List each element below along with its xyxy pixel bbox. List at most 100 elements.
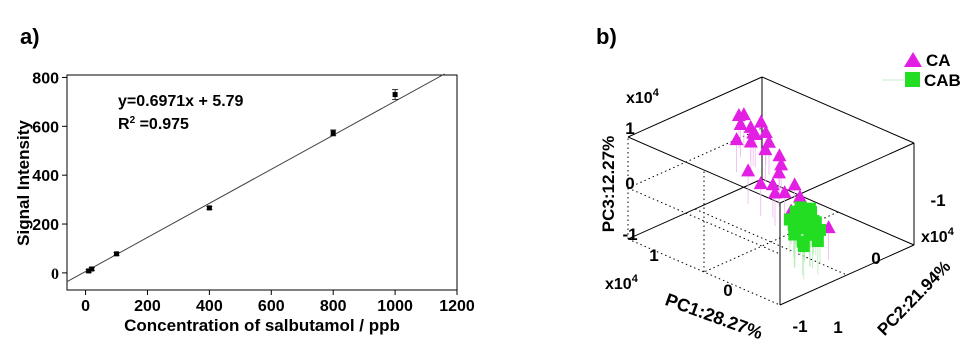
point-marker (89, 266, 95, 272)
r-squared-prefix: R (118, 116, 130, 133)
y-tick-label: 600 (32, 119, 59, 136)
box-edge (779, 142, 915, 204)
pc1-ticks: 1 0 -1 (649, 246, 807, 336)
x-tick-label: 1000 (377, 298, 413, 315)
legend-item-ca: CA (904, 51, 951, 70)
r-squared-label: R2 =0.975 (118, 115, 189, 133)
r-squared-sup: 2 (130, 115, 136, 126)
pc1-scale-exp: 4 (632, 273, 639, 285)
legend: CA CAB (882, 51, 961, 90)
calibration-chart: 0 200 400 600 800 0 200 400 600 800 1000 1200 y=0.… (14, 70, 475, 335)
x-tick-label: 0 (81, 298, 90, 315)
pc2-tick-neg1: -1 (930, 191, 945, 210)
box-edge (779, 244, 915, 306)
ca-point (774, 157, 789, 171)
pc2-scale-base: x10 (921, 229, 948, 246)
x-axis-label: Concentration of salbutamol / ppb (124, 316, 400, 335)
data-point (113, 251, 120, 257)
y-tick-label: 200 (32, 217, 59, 234)
pc3-axis-label: PC3:12.27% (599, 136, 618, 232)
box-edge (627, 136, 781, 204)
grid-line (694, 208, 848, 276)
pc2-ticks: 1 0 -1 (833, 191, 945, 337)
pca-points (729, 107, 836, 253)
y-axis-label: Signal Intensity (14, 120, 33, 246)
pc3-scale-exp: 4 (653, 87, 660, 99)
box-edge (761, 76, 915, 144)
ca-point (765, 177, 780, 191)
pc2-tick-1: 1 (833, 318, 842, 337)
ca-point (787, 177, 802, 191)
pc2-tick-0: 0 (871, 249, 880, 268)
pc3-ticks: 1 0 -1 (622, 119, 637, 244)
pc2-scale-exp: 4 (948, 226, 955, 238)
pc3-tick-0: 0 (625, 174, 634, 193)
box-edge-hidden (627, 238, 781, 306)
data-point (392, 89, 399, 100)
box-edge (627, 76, 763, 138)
point-marker (206, 205, 212, 211)
data-point (330, 129, 337, 137)
cab-point (796, 235, 809, 248)
ca-point (733, 117, 748, 131)
cab-point (787, 218, 800, 231)
ca-point (736, 107, 751, 121)
y-ticks: 0 200 400 600 800 (32, 70, 67, 283)
ca-point (772, 165, 787, 179)
point-marker (114, 251, 120, 257)
pc3-scale-label: x104 (626, 87, 660, 107)
ca-point (758, 142, 773, 156)
pc3-tick-1: 1 (625, 119, 634, 138)
fit-equation: y=0.6971x + 5.79 (118, 93, 244, 110)
pc1-tick-0: 0 (723, 281, 732, 300)
legend-ca-label: CA (926, 51, 951, 70)
fit-line (66, 73, 445, 283)
ca-point (743, 134, 758, 148)
grid-line (627, 187, 781, 255)
pc1-scale-label: x104 (605, 273, 639, 293)
pc1-tick-neg1: -1 (792, 317, 807, 336)
ca-point (741, 163, 756, 177)
point-marker (392, 92, 398, 98)
x-tick-label: 400 (196, 298, 223, 315)
y-tick-label: 800 (32, 70, 59, 87)
ca-point (753, 176, 768, 190)
cab-point (806, 228, 819, 241)
ca-point (772, 148, 787, 162)
pc2-axis-label: PC2:21.94% (874, 257, 955, 340)
data-points (85, 89, 399, 274)
x-tick-label: 1200 (439, 298, 475, 315)
ca-point (729, 132, 744, 146)
ca-point (754, 114, 769, 128)
y-tick-label: 400 (32, 168, 59, 185)
pc1-axis-label: PC1:28.27% (663, 290, 766, 344)
ca-point (758, 125, 773, 139)
y-tick-label: 0 (51, 266, 59, 283)
point-marker (86, 268, 92, 274)
panel-a-label: a) (20, 24, 40, 49)
r-squared-value: =0.975 (135, 116, 189, 133)
pca-box (627, 76, 915, 306)
x-tick-label: 200 (134, 298, 161, 315)
ca-point (792, 189, 807, 203)
data-point (88, 266, 95, 272)
ca-point (746, 125, 761, 139)
legend-cab-label: CAB (924, 71, 961, 90)
ca-point (777, 185, 792, 199)
pca-3d-chart: 1 0 -1 1 0 -1 1 0 -1 x104 x104 x104 PC3:… (599, 51, 961, 343)
panel-b-label: b) (596, 24, 617, 49)
legend-item-cab: CAB (882, 71, 961, 90)
ca-point (768, 185, 782, 199)
legend-ca-marker (904, 52, 922, 67)
point-marker (330, 130, 336, 136)
pc1-tick-1: 1 (649, 246, 658, 265)
x-tick-label: 800 (320, 298, 347, 315)
legend-cab-marker (905, 72, 920, 87)
pc3-scale-base: x10 (626, 90, 653, 107)
x-ticks: 0 200 400 600 800 1000 1200 (81, 290, 475, 315)
grid-line (703, 211, 839, 273)
x-tick-label: 600 (258, 298, 285, 315)
grid-line (627, 127, 763, 189)
pc2-scale-label: x104 (921, 226, 955, 246)
